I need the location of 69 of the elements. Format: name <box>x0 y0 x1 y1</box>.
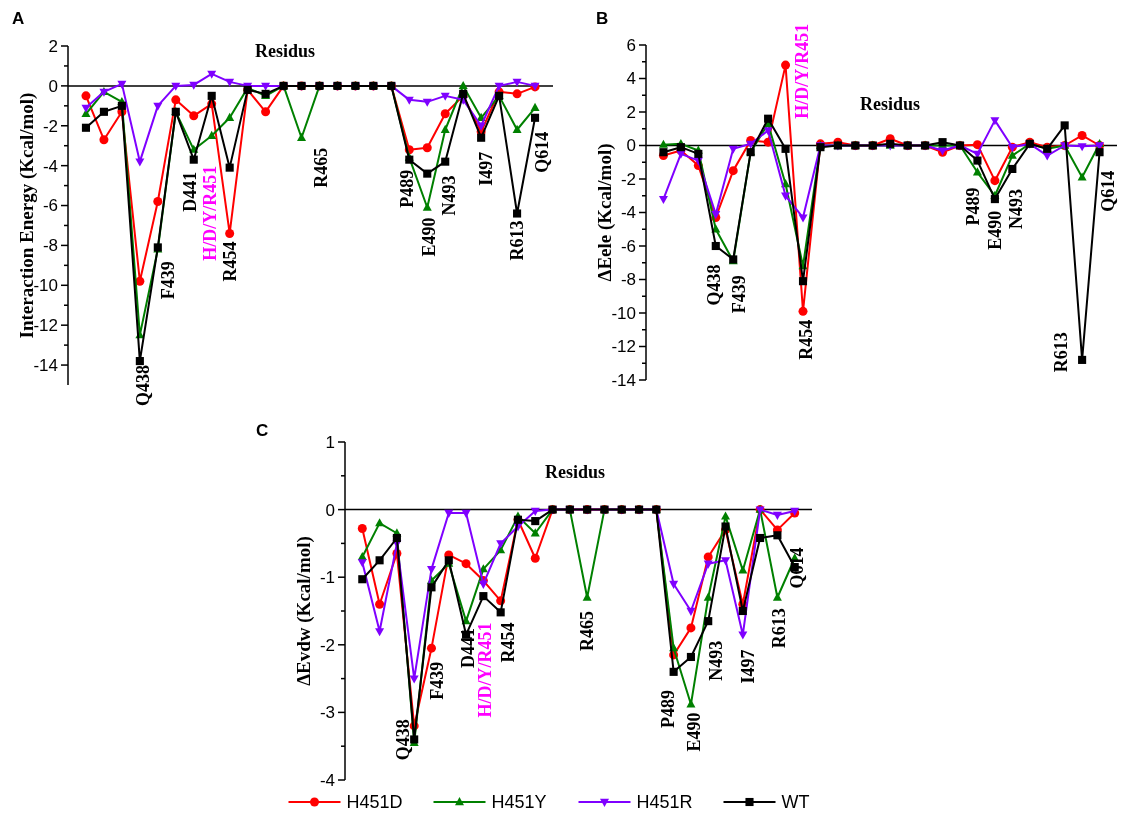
y-tick-label: -14 <box>611 370 636 390</box>
y-tick-label: -3 <box>319 703 335 723</box>
annotation: H/D/Y/R451 <box>199 165 220 261</box>
annotation: F439 <box>426 661 447 700</box>
y-tick-label: 6 <box>626 35 636 55</box>
y-tick-label: 0 <box>626 136 636 156</box>
y-tick-label: 0 <box>48 76 58 96</box>
y-tick-label: -8 <box>42 236 58 256</box>
annotation: E490 <box>418 217 439 257</box>
annotation: P489 <box>658 690 679 729</box>
annotation: E490 <box>684 712 705 752</box>
annotation: Q438 <box>393 719 414 761</box>
chart-title: B <box>596 9 609 28</box>
y-tick-label: -2 <box>319 635 335 655</box>
annotation: Q614 <box>1097 170 1118 212</box>
legend-label: H451R <box>636 792 693 813</box>
annotation: Q438 <box>703 264 724 306</box>
annotation: R454 <box>795 319 816 360</box>
annotation: R613 <box>1051 332 1072 373</box>
y-tick-label: -6 <box>42 196 58 216</box>
chart-title: C <box>256 421 269 440</box>
chart-title: A <box>12 9 25 28</box>
legend-label: H451Y <box>491 792 547 813</box>
annotation: E490 <box>984 210 1005 250</box>
y-tick-label: -10 <box>611 303 636 323</box>
annotation: H/D/Y/R451 <box>475 622 496 718</box>
y-tick-label: -4 <box>42 156 58 176</box>
x-axis-title: Residus <box>859 94 921 114</box>
y-tick-label: -1 <box>319 568 335 588</box>
y-tick-label: 1 <box>325 432 335 452</box>
y-tick-label: 2 <box>48 36 58 56</box>
y-tick-label: -12 <box>33 316 58 336</box>
annotation: N493 <box>705 640 726 681</box>
y-tick-label: -6 <box>620 236 636 256</box>
annotation: R613 <box>769 608 790 649</box>
annotation: N493 <box>1006 189 1027 230</box>
x-axis-title: Residus <box>544 462 606 482</box>
annotation: R465 <box>577 611 598 651</box>
y-tick-label: -4 <box>620 203 636 223</box>
y-tick-label: -8 <box>620 270 636 290</box>
annotation: I497 <box>476 151 497 186</box>
y-tick-label: -10 <box>33 276 58 296</box>
legend-label: H451D <box>346 792 403 813</box>
annotation: R613 <box>507 220 528 261</box>
annotation: H/D/Y/R451 <box>791 23 812 119</box>
annotation: P489 <box>397 169 418 208</box>
annotation: P489 <box>962 187 983 226</box>
annotation: F439 <box>158 261 179 300</box>
y-axis-title: ΔEvdw (Kcal/mol) <box>292 536 315 686</box>
y-tick-label: -2 <box>620 169 636 189</box>
y-tick-label: 4 <box>626 69 636 89</box>
annotation: R465 <box>310 147 331 188</box>
y-axis-title: ΔEele (Kcal/mol) <box>593 143 616 282</box>
y-tick-label: 0 <box>325 500 335 520</box>
annotation: Q438 <box>133 365 154 407</box>
annotation: D441 <box>180 171 201 212</box>
y-tick-label: -12 <box>611 337 636 357</box>
annotation: R454 <box>498 622 519 663</box>
y-tick-label: -14 <box>33 356 58 376</box>
annotation: F439 <box>729 275 750 314</box>
annotation: R454 <box>219 241 240 282</box>
y-tick-label: -4 <box>319 770 335 790</box>
annotation: I497 <box>737 649 758 684</box>
x-axis-title: Residus <box>254 41 316 61</box>
legend-label: WT <box>781 792 810 813</box>
y-tick-label: 2 <box>626 102 636 122</box>
annotation: Q614 <box>531 131 552 173</box>
y-tick-label: -2 <box>42 116 58 136</box>
annotation: N493 <box>439 175 460 216</box>
